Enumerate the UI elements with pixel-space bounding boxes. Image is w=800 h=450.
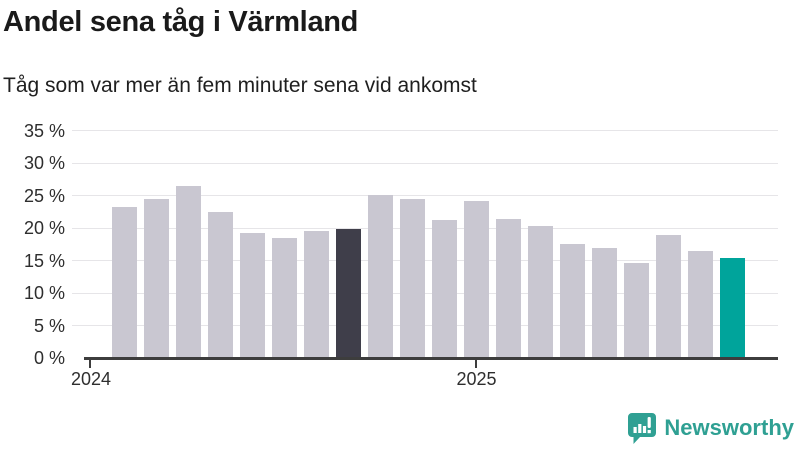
bar-2025-04: [560, 244, 586, 358]
chart-title: Andel sena tåg i Värmland: [3, 6, 359, 38]
newsworthy-icon: [628, 412, 657, 444]
y-axis-tick-label: 25 %: [23, 185, 65, 206]
y-axis-tick-label: 20 %: [23, 218, 65, 238]
gridline-25pct: [72, 195, 778, 196]
gridline-10pct: [72, 292, 778, 294]
y-axis-tick-label: 0 %: [33, 348, 65, 368]
bar-2024-07: [271, 237, 297, 358]
y-axis-tick-label: 5 %: [33, 315, 65, 336]
bar-2025-08: [688, 250, 714, 358]
bar-2024-02: [111, 206, 137, 358]
bar-2024-09: [335, 229, 361, 358]
bar-2025-06: [624, 263, 650, 358]
bar-2025-07: [656, 234, 682, 358]
x-axis-tick-2025: [474, 360, 477, 368]
x-axis-tick-2024: [89, 360, 91, 368]
gridline-20pct: [72, 227, 778, 229]
bar-2024-12: [432, 219, 457, 358]
y-axis-tick-label: 30 %: [23, 153, 65, 173]
x-axis-tick-label-2024: 2024: [70, 369, 112, 389]
bar-2025-09: [720, 257, 746, 358]
newsworthy-logo-text: Newsworthy: [664, 415, 794, 440]
gridline-35pct: [72, 130, 778, 131]
bar-2025-03: [528, 226, 554, 358]
bar-2024-10: [367, 194, 393, 358]
bar-2024-05: [207, 211, 233, 358]
bar-2024-11: [399, 199, 425, 358]
y-axis-tick-label: 15 %: [23, 250, 65, 271]
bar-2024-08: [303, 231, 329, 358]
bar-2025-05: [592, 248, 618, 358]
gridline-30pct: [72, 162, 778, 164]
y-axis-tick-label: 35 %: [23, 120, 65, 141]
bar-2024-06: [239, 233, 265, 358]
gridline-15pct: [72, 260, 778, 261]
y-axis-tick-label: 10 %: [23, 283, 65, 303]
x-axis-tick-label-2025: 2025: [456, 369, 497, 389]
gridline-5pct: [72, 325, 778, 326]
newsworthy-logo[interactable]: Newsworthy: [627, 410, 794, 446]
bar-2024-04: [175, 185, 201, 358]
bar-2025-01: [464, 200, 490, 358]
x-axis-line: [84, 357, 778, 360]
bar-2024-03: [143, 199, 169, 358]
chart-subtitle: Tåg som var mer än fem minuter sena vid …: [3, 74, 477, 97]
bar-2025-02: [496, 218, 522, 358]
